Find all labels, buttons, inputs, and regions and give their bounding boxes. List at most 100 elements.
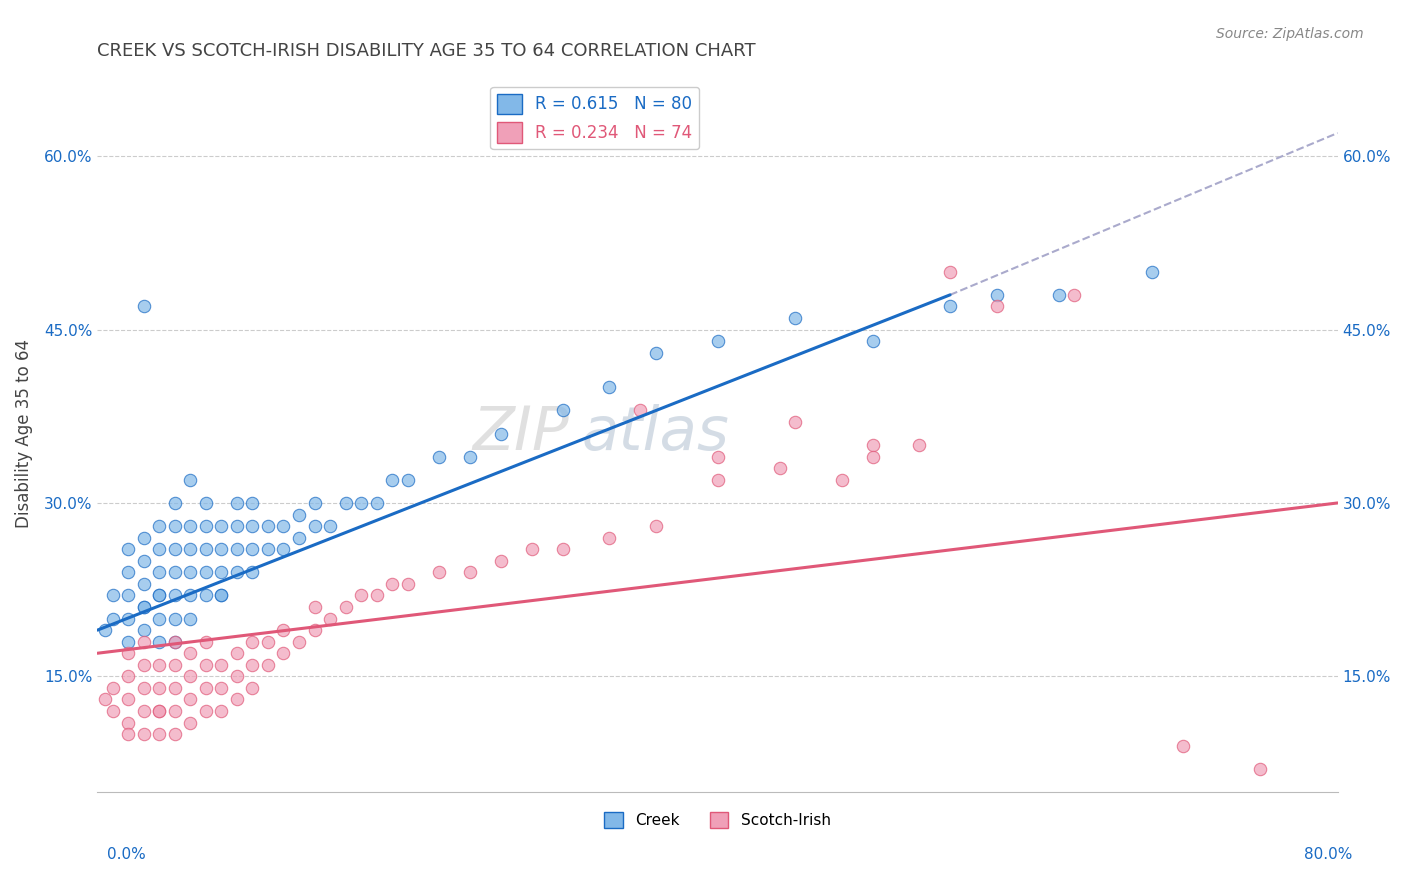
Point [179,519,201,533]
Point [862,450,884,464]
Point [117,669,139,683]
Point [163,681,186,695]
Point [101,704,124,718]
Point [288,508,311,522]
Point [163,727,186,741]
Point [242,496,264,510]
Point [211,589,233,603]
Point [226,542,249,557]
Point [335,496,357,510]
Point [179,542,201,557]
Text: ZIP: ZIP [472,404,569,463]
Point [242,566,264,580]
Point [939,265,962,279]
Point [706,473,728,487]
Point [427,566,450,580]
Point [179,611,201,625]
Point [644,519,666,533]
Point [350,496,373,510]
Point [195,634,218,648]
Point [257,657,280,672]
Point [366,496,388,510]
Point [986,300,1008,314]
Point [242,542,264,557]
Point [273,623,295,637]
Point [211,681,233,695]
Point [117,589,139,603]
Point [163,611,186,625]
Point [179,692,201,706]
Point [304,496,326,510]
Point [273,542,295,557]
Point [148,566,170,580]
Point [148,704,170,718]
Point [101,611,124,625]
Point [195,496,218,510]
Point [939,300,962,314]
Legend: Creek, Scotch-Irish: Creek, Scotch-Irish [599,806,837,835]
Point [862,438,884,452]
Point [986,288,1008,302]
Point [179,669,201,683]
Point [396,473,419,487]
Point [132,727,155,741]
Point [211,704,233,718]
Point [163,566,186,580]
Point [366,589,388,603]
Point [319,519,342,533]
Point [427,450,450,464]
Point [1047,288,1070,302]
Point [226,669,249,683]
Point [195,657,218,672]
Point [148,611,170,625]
Point [117,715,139,730]
Point [350,589,373,603]
Point [783,415,806,429]
Point [226,646,249,660]
Point [211,589,233,603]
Point [396,577,419,591]
Point [132,531,155,545]
Point [489,554,512,568]
Point [211,566,233,580]
Point [132,554,155,568]
Point [148,657,170,672]
Point [148,704,170,718]
Point [242,681,264,695]
Point [257,519,280,533]
Point [768,461,790,475]
Point [117,542,139,557]
Point [117,646,139,660]
Point [783,310,806,325]
Point [148,589,170,603]
Point [598,531,620,545]
Point [242,657,264,672]
Point [163,634,186,648]
Point [117,611,139,625]
Point [304,519,326,533]
Point [273,519,295,533]
Point [148,542,170,557]
Point [304,599,326,614]
Point [257,634,280,648]
Point [132,577,155,591]
Point [148,589,170,603]
Point [195,542,218,557]
Point [101,681,124,695]
Point [179,646,201,660]
Point [458,566,481,580]
Y-axis label: Disability Age 35 to 64: Disability Age 35 to 64 [15,339,32,528]
Point [1171,739,1194,753]
Text: 80.0%: 80.0% [1305,847,1353,862]
Point [195,519,218,533]
Point [132,657,155,672]
Point [273,646,295,660]
Point [163,496,186,510]
Point [598,380,620,394]
Point [335,599,357,614]
Point [179,715,201,730]
Point [148,727,170,741]
Text: atlas: atlas [581,404,730,463]
Point [489,426,512,441]
Point [706,334,728,348]
